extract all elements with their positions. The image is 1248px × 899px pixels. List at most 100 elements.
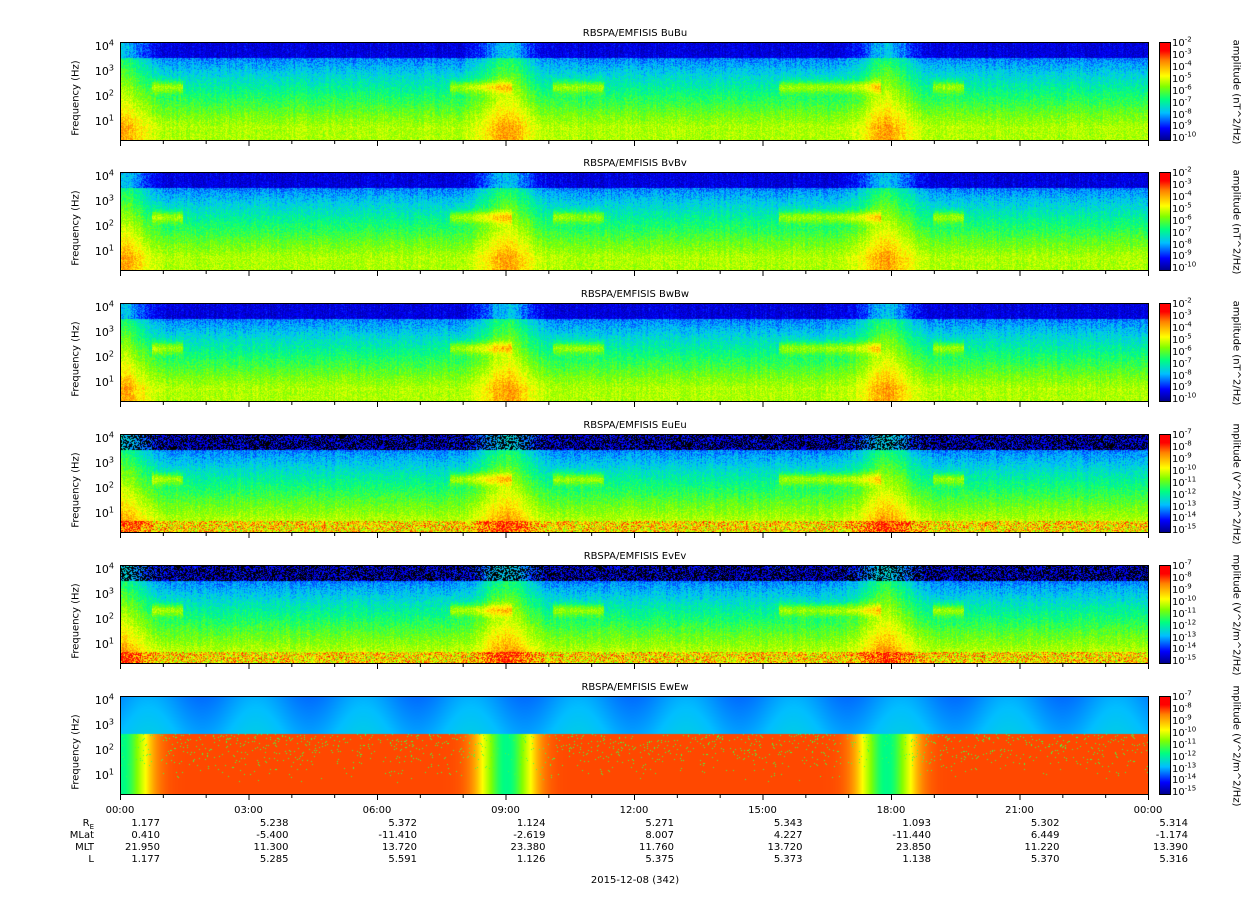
colorbar-tick-label: 10-7 <box>1172 95 1192 109</box>
colorbar <box>1159 172 1171 271</box>
colorbar-tick-label: 10-3 <box>1172 47 1192 62</box>
ephemeris-value: 5.375 <box>645 854 674 865</box>
colorbar-tick-label: 10-6 <box>1172 344 1192 358</box>
x-tick-label: 03:00 <box>234 805 263 816</box>
x-tick-label: 21:00 <box>1005 805 1034 816</box>
colorbar-tick-label: 10-10 <box>1172 131 1197 145</box>
ephemeris-value: 1.126 <box>516 854 546 865</box>
colorbar-label-text: amplitude (nT^2/Hz) <box>1230 39 1242 144</box>
ephemeris-row-label: L <box>88 854 94 865</box>
colorbar-tick-label: 10-6 <box>1172 83 1192 97</box>
ephemeris-value: 13.720 <box>767 842 803 853</box>
ephemeris-row-label: RE <box>82 818 94 831</box>
x-tick-label: 00:00 <box>105 805 135 816</box>
colorbar-tick-label: 10-12 <box>1172 749 1197 763</box>
tick-marks <box>120 795 1149 800</box>
spectrogram-image <box>121 697 1148 794</box>
colorbar-tick-label: 10-10 <box>1172 392 1197 406</box>
colorbar-tick-label: 10-10 <box>1172 594 1197 608</box>
colorbar-tick-label: 10-7 <box>1172 356 1192 370</box>
y-tick-label: 101 <box>94 113 114 128</box>
ephemeris-value: 5.302 <box>1030 818 1060 829</box>
colorbar-label-text: mplitude (V^2/m^2/Hz) <box>1230 685 1242 806</box>
spectrogram-plot <box>120 303 1149 407</box>
colorbar-tick-label: 10-7 <box>1172 559 1192 573</box>
ephemeris-value: 13.720 <box>382 842 417 853</box>
x-tick-label: 18:00 <box>876 805 906 816</box>
y-axis-label-text: Frequency (Hz) <box>70 452 82 528</box>
colorbar-tick-label: 10-10 <box>1172 261 1197 275</box>
colorbar <box>1159 565 1171 664</box>
y-tick-label: 104 <box>94 168 114 183</box>
colorbar-tick-label: 10-4 <box>1172 189 1192 204</box>
y-tick-label: 102 <box>94 349 114 364</box>
y-tick-label: 104 <box>94 692 114 707</box>
spectrogram-panel: RBSPA/EMFISIS EvEv Frequency (Hz) 104 103 10… <box>0 551 1248 675</box>
y-tick-label: 104 <box>94 299 114 314</box>
y-tick-label: 101 <box>94 374 114 389</box>
y-axis-label: Frequency (Hz) <box>69 309 83 409</box>
panel-title: RBSPA/EMFISIS BwBw <box>580 289 690 300</box>
spectrogram-plot <box>120 42 1149 146</box>
y-tick-label: 103 <box>94 717 114 732</box>
y-axis-label-text: Frequency (Hz) <box>70 583 82 659</box>
y-axis-label-text: Frequency (Hz) <box>70 60 82 136</box>
colorbar-tick-label: 10-5 <box>1172 332 1192 346</box>
colorbar-tick-label: 10-9 <box>1172 249 1192 263</box>
spectrogram-image <box>121 435 1148 532</box>
spectrogram-plot <box>120 565 1149 669</box>
colorbar-label-text: amplitude (nT^2/Hz) <box>1230 169 1242 274</box>
spectrogram-image <box>121 566 1148 663</box>
colorbar-tick-label: 10-15 <box>1172 785 1197 799</box>
colorbar-tick-label: 10-14 <box>1172 773 1197 787</box>
colorbar-label: mplitude (V^2/m^2/Hz) <box>1228 423 1244 544</box>
tick-marks <box>120 141 1149 146</box>
ephemeris-value: 1.138 <box>902 854 931 865</box>
colorbar-tick-label: 10-5 <box>1172 201 1192 215</box>
ephemeris-value: 11.760 <box>639 842 674 853</box>
colorbar-tick-label: 10-15 <box>1172 654 1197 668</box>
colorbar-tick-label: 10-10 <box>1172 725 1197 739</box>
colorbar-tick-label: 10-2 <box>1172 297 1192 311</box>
colorbar-tick-label: 10-4 <box>1172 59 1192 74</box>
ephemeris-value: 1.124 <box>516 818 546 829</box>
colorbar-tick-label: 10-13 <box>1172 761 1197 775</box>
colorbar-tick-label: 10-9 <box>1172 119 1192 133</box>
colorbar-tick-label: 10-7 <box>1172 690 1192 704</box>
x-tick-label: 00:00 <box>1133 805 1163 816</box>
y-tick-label: 103 <box>94 455 114 470</box>
colorbar-tick-label: 10-8 <box>1172 107 1192 121</box>
y-tick-label: 103 <box>94 586 114 601</box>
spectrogram-image <box>121 173 1148 270</box>
tick-marks <box>120 402 1149 407</box>
ephemeris-value: 6.449 <box>1030 830 1060 841</box>
ephemeris-value: 5.370 <box>1030 854 1060 865</box>
spectrogram-panel: RBSPA/EMFISIS EwEw Frequency (Hz) 104 103 10… <box>0 682 1248 806</box>
colorbar <box>1159 696 1171 795</box>
colorbar-tick-label: 10-7 <box>1172 428 1192 442</box>
colorbar-tick-label: 10-8 <box>1172 439 1192 454</box>
colorbar-tick-label: 10-2 <box>1172 166 1192 180</box>
spectrogram-plot <box>120 696 1149 800</box>
spectrogram-plot <box>120 172 1149 276</box>
ephemeris-value: 13.390 <box>1153 842 1188 853</box>
y-tick-label: 103 <box>94 324 114 339</box>
colorbar-tick-label: 10-2 <box>1172 36 1192 50</box>
ephemeris-value: 5.285 <box>259 854 289 865</box>
colorbar-label: mplitude (V^2/m^2/Hz) <box>1228 554 1244 675</box>
colorbar-tick-label: 10-14 <box>1172 642 1197 656</box>
colorbar-label-text: amplitude (nT^2/Hz) <box>1230 300 1242 405</box>
y-tick-label: 101 <box>94 243 114 258</box>
y-tick-label: 101 <box>94 636 114 651</box>
colorbar-tick-label: 10-6 <box>1172 213 1192 227</box>
ephemeris-value: 5.343 <box>773 818 803 829</box>
colorbar-label: amplitude (nT^2/Hz) <box>1228 300 1244 405</box>
colorbar-tick-label: 10-8 <box>1172 570 1192 585</box>
ephemeris-value: 0.410 <box>131 830 160 841</box>
ephemeris-value: 1.177 <box>131 818 160 829</box>
y-tick-label: 101 <box>94 767 114 782</box>
y-axis-label: Frequency (Hz) <box>69 571 83 671</box>
ephemeris-value: -11.440 <box>892 830 931 841</box>
panel-title: RBSPA/EMFISIS EvEv <box>583 551 687 562</box>
colorbar-tick-label: 10-12 <box>1172 618 1197 632</box>
